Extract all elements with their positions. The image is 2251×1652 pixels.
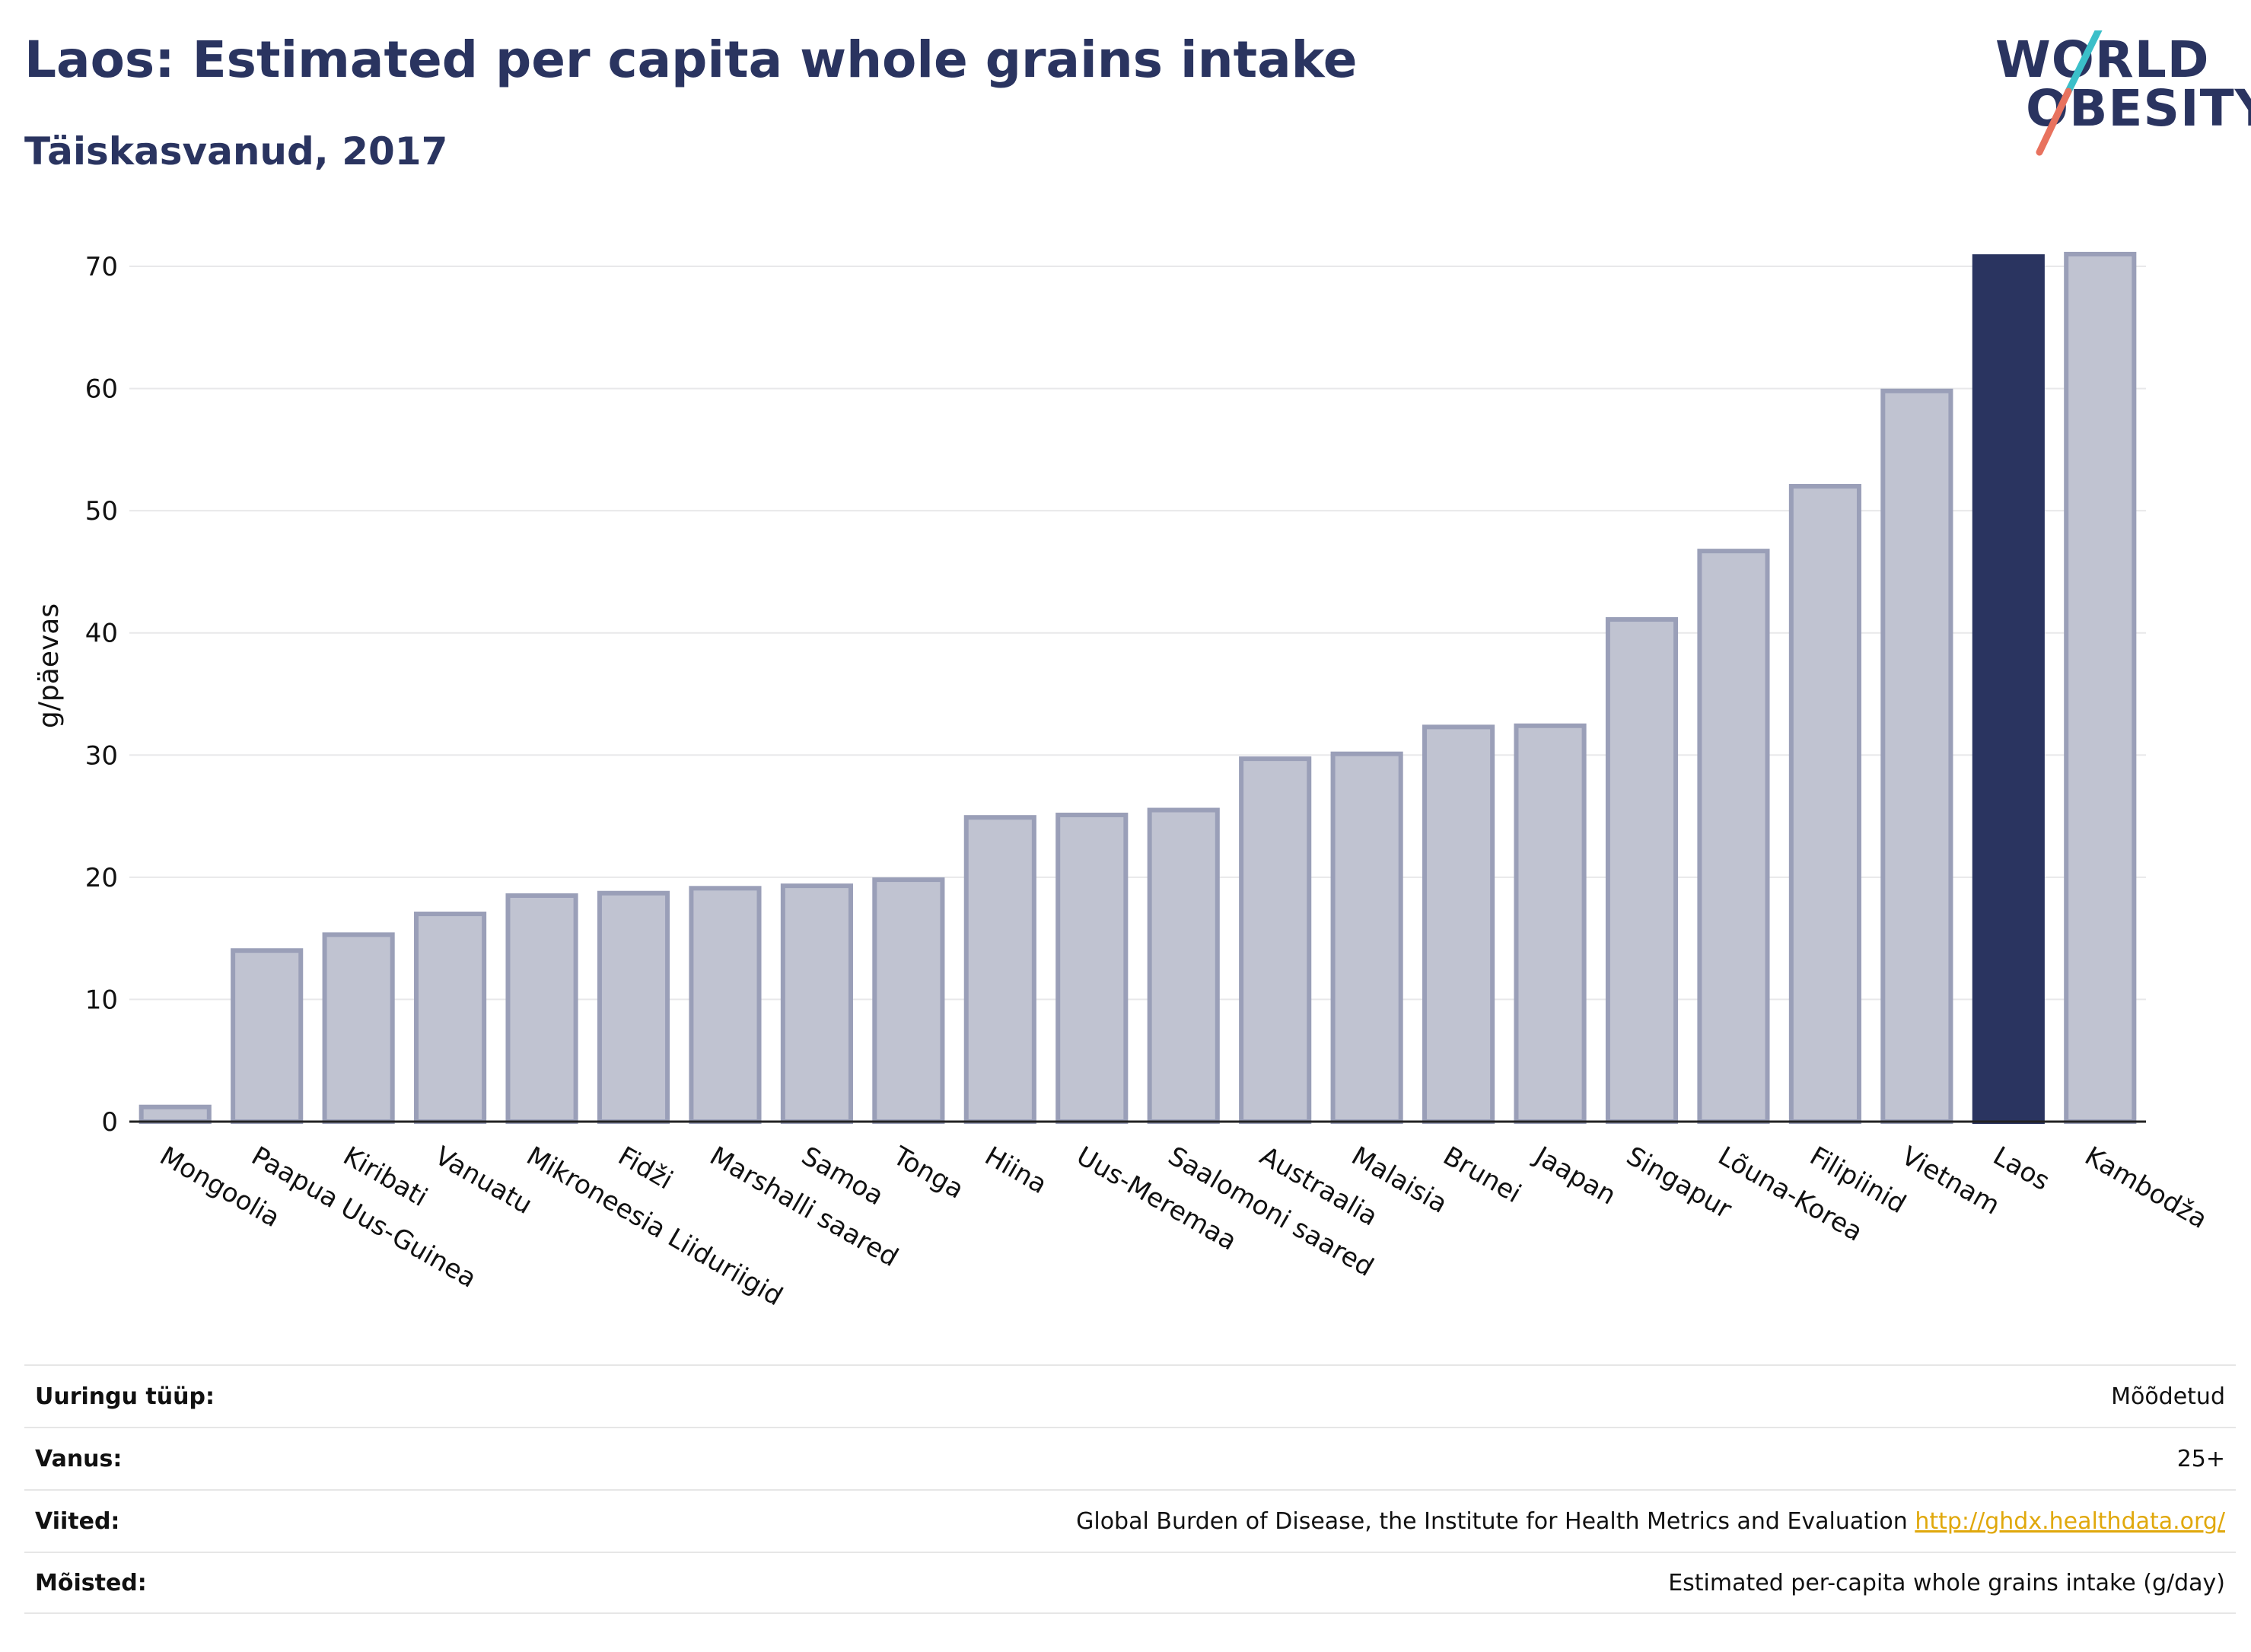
y-tick-label: 40 [85, 619, 118, 649]
x-tick-label: Uus-Meremaa [1071, 1141, 1242, 1256]
bar-13[interactable] [1330, 751, 1403, 1124]
y-tick-label: 20 [85, 863, 118, 893]
info-label: Vanus: [35, 1445, 123, 1472]
logo-line-1: WORLD [1995, 30, 2210, 89]
y-axis-ticks: 0 10 20 30 40 50 60 70 [85, 252, 118, 1138]
info-row-definitions: Mõisted: Estimated per-capita whole grai… [24, 1552, 2236, 1614]
logo-slash-icon [2036, 30, 2103, 156]
bar-20[interactable] [1972, 254, 2045, 1124]
info-row-survey-type: Uuringu tüüp: Mõõdetud [24, 1364, 2236, 1427]
bar-16[interactable] [1605, 617, 1679, 1124]
bar-3[interactable] [414, 912, 487, 1124]
y-tick-label: 0 [101, 1107, 118, 1138]
bar-6[interactable] [689, 886, 762, 1125]
x-tick-label: Hiina [979, 1141, 1052, 1200]
bar-11[interactable] [1147, 807, 1220, 1124]
info-table: Uuringu tüüp: Mõõdetud Vanus: 25+ Viited… [24, 1364, 2236, 1614]
x-tick-label: Vanuatu [430, 1141, 537, 1221]
chart-subtitle: Täiskasvanud, 2017 [24, 129, 448, 173]
bar-7[interactable] [780, 883, 853, 1125]
bar-17[interactable] [1697, 549, 1770, 1124]
y-tick-label: 60 [85, 374, 118, 405]
x-tick-label: Fidži [613, 1141, 677, 1195]
x-tick-label: Tonga [887, 1141, 969, 1205]
y-tick-label: 70 [85, 252, 118, 282]
bar-14[interactable] [1422, 724, 1495, 1124]
info-value: Global Burden of Disease, the Institute … [1076, 1507, 1908, 1535]
bar-8[interactable] [872, 877, 945, 1125]
bars [129, 251, 2146, 1125]
x-tick-label: Kambodža [2080, 1141, 2212, 1235]
bar-15[interactable] [1514, 723, 1587, 1124]
info-row-age: Vanus: 25+ [24, 1427, 2236, 1489]
y-tick-label: 10 [85, 985, 118, 1015]
info-label: Viited: [35, 1507, 120, 1535]
info-row-references: Viited: Global Burden of Disease, the In… [24, 1489, 2236, 1552]
bar-2[interactable] [322, 932, 395, 1124]
bar-5[interactable] [597, 890, 670, 1125]
x-tick-label: Singapur [1621, 1141, 1737, 1225]
info-value: 25+ [2176, 1445, 2225, 1472]
bar-0[interactable] [138, 1104, 212, 1125]
chart-title: Laos: Estimated per capita whole grains … [24, 30, 1358, 89]
bar-18[interactable] [1788, 484, 1861, 1124]
info-label: Uuringu tüüp: [35, 1383, 215, 1410]
info-value: Mõõdetud [2111, 1383, 2225, 1410]
y-tick-label: 50 [85, 496, 118, 527]
x-tick-label: Laos [1988, 1141, 2055, 1197]
info-value-group: Global Burden of Disease, the Institute … [1076, 1508, 2225, 1535]
bar-1[interactable] [231, 948, 304, 1124]
reference-link[interactable]: http://ghdx.healthdata.org/ [1915, 1507, 2225, 1535]
bar-9[interactable] [963, 815, 1036, 1124]
bar-10[interactable] [1055, 812, 1129, 1124]
bar-21[interactable] [2064, 251, 2137, 1124]
info-label: Mõisted: [35, 1569, 147, 1596]
bar-12[interactable] [1239, 756, 1312, 1124]
x-tick-label: Vietnam [1896, 1141, 2005, 1221]
info-value: Estimated per-capita whole grains intake… [1668, 1569, 2225, 1596]
y-tick-label: 30 [85, 740, 118, 771]
world-obesity-logo: WORLD OBESITY [1986, 30, 2251, 167]
bar-4[interactable] [505, 893, 578, 1124]
y-axis-label: g/päevas [33, 603, 65, 728]
x-tick-label: Jaapan [1528, 1140, 1621, 1211]
x-tick-label: Brunei [1438, 1141, 1527, 1209]
bar-19[interactable] [1880, 388, 1953, 1124]
